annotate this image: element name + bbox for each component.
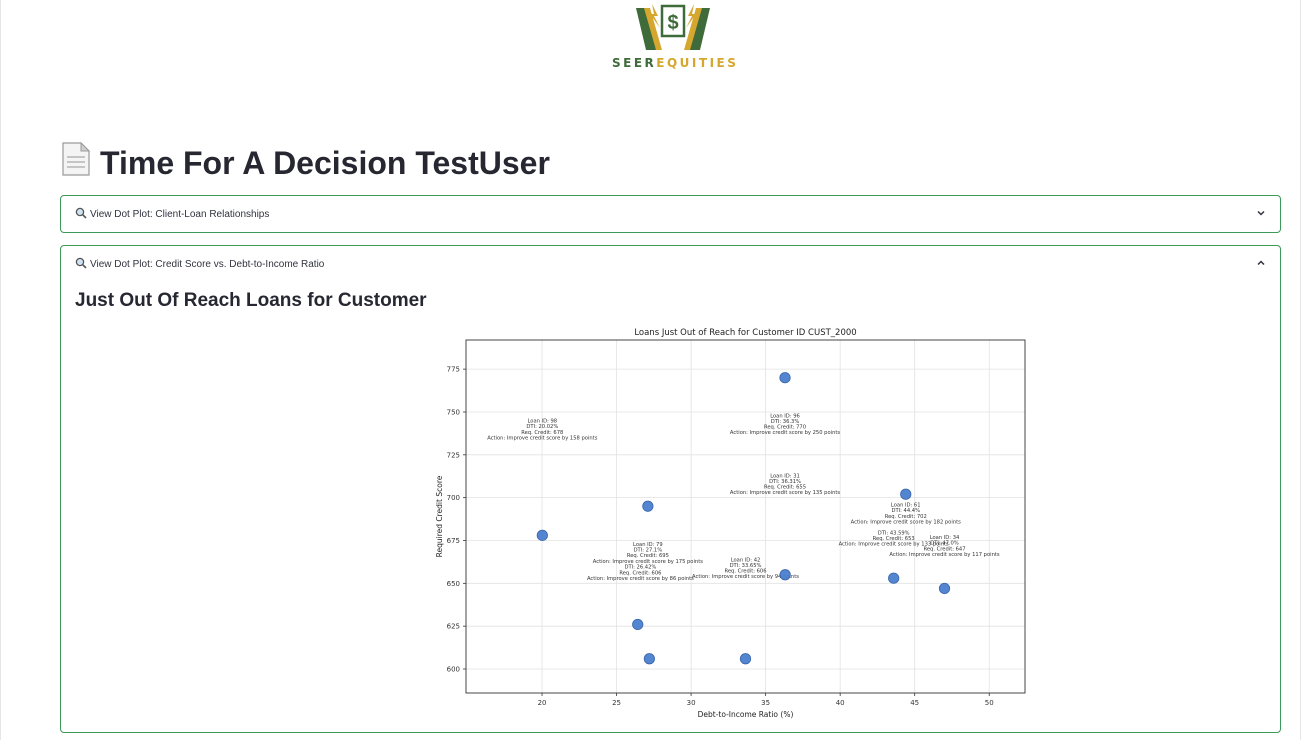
scatter-chart: 20 25 30 35 40 45 50 600 625 650 675 700 725 750 775 Lo… bbox=[435, 328, 1026, 719]
x-tick-label: 40 bbox=[836, 699, 845, 707]
point-annotation: Loan ID: 42 bbox=[731, 557, 761, 563]
point-annotation: Req. Credit: 770 bbox=[764, 425, 806, 431]
expander-client-loan: View Dot Plot: Client-Loan Relationships bbox=[60, 195, 1281, 233]
data-point bbox=[888, 572, 900, 584]
chevron-up-icon[interactable] bbox=[1256, 258, 1266, 271]
point-annotation: DTI: 27.1% bbox=[634, 548, 663, 554]
point-annotation: DTI: 47.0% bbox=[930, 541, 959, 547]
point-annotation: Action: Improve credit score by 86 point… bbox=[587, 576, 694, 582]
point-annotation: Loan ID: 98 bbox=[528, 419, 558, 425]
document-icon bbox=[60, 141, 92, 184]
expander-credit-dti: View Dot Plot: Credit Score vs. Debt-to-… bbox=[60, 245, 1281, 733]
y-tick-label: 625 bbox=[447, 623, 460, 631]
point-annotation: Loan ID: 61 bbox=[891, 503, 921, 509]
y-tick-label: 675 bbox=[447, 537, 460, 545]
y-tick-label: 775 bbox=[447, 366, 460, 374]
data-point bbox=[642, 500, 654, 512]
expander-header-client-loan[interactable]: View Dot Plot: Client-Loan Relationships bbox=[61, 196, 1280, 232]
point-annotation: Action: Improve credit score by 117 poin… bbox=[889, 552, 999, 558]
y-tick-label: 750 bbox=[447, 408, 460, 416]
data-point bbox=[536, 529, 548, 541]
x-tick-label: 25 bbox=[612, 699, 621, 707]
data-point bbox=[739, 653, 752, 665]
point-annotation: Loan ID: 34 bbox=[930, 535, 960, 541]
point-annotation: Req. Credit: 653 bbox=[873, 536, 915, 542]
data-point bbox=[938, 582, 951, 595]
point-annotation: DTI: 20.02% bbox=[526, 424, 558, 430]
point-annotation: Req. Credit: 647 bbox=[923, 546, 965, 552]
point-annotation: Req. Credit: 695 bbox=[627, 553, 669, 559]
point-annotation: Action: Improve credit score by 250 poin… bbox=[730, 430, 840, 436]
page-title-text: Time For A Decision TestUser bbox=[100, 144, 550, 181]
point-annotation: DTI: 43.59% bbox=[878, 530, 910, 536]
x-tick-label: 30 bbox=[687, 699, 696, 707]
point-annotation: DTI: 36.31% bbox=[769, 479, 801, 485]
svg-text:$: $ bbox=[667, 12, 678, 34]
point-annotation: Req. Credit: 702 bbox=[885, 514, 927, 520]
brand-name: SEEREQUITIES bbox=[612, 56, 736, 70]
point-annotation: DTI: 36.3% bbox=[771, 419, 800, 425]
point-annotation: Action: Improve credit score by 182 poin… bbox=[851, 519, 961, 525]
y-tick-label: 725 bbox=[447, 451, 460, 459]
point-annotation: Req. Credit: 655 bbox=[764, 485, 806, 491]
point-annotation: DTI: 33.65% bbox=[730, 563, 762, 569]
data-point bbox=[900, 488, 912, 500]
data-point bbox=[643, 653, 655, 665]
data-point bbox=[779, 372, 791, 384]
point-annotation: Req. Credit: 606 bbox=[724, 569, 766, 575]
point-annotation: Action: Improve credit score by 133 poin… bbox=[839, 542, 949, 548]
plot-area bbox=[466, 340, 1025, 693]
y-tick-label: 700 bbox=[447, 494, 460, 502]
y-tick-label: 600 bbox=[447, 666, 460, 674]
point-annotation: Action: Improve credit score by 158 poin… bbox=[487, 435, 597, 441]
logo-mark-icon: $ bbox=[636, 4, 710, 50]
section-title: Just Out Of Reach Loans for Customer bbox=[75, 290, 427, 311]
x-axis-label: Debt-to-Income Ratio (%) bbox=[698, 710, 794, 719]
brand-logo: $ SEEREQUITIES bbox=[612, 4, 736, 76]
point-annotation: Loan ID: 31 bbox=[770, 473, 800, 479]
y-tick-label: 650 bbox=[447, 580, 460, 588]
point-annotation: Action: Improve credit score by 175 poin… bbox=[593, 559, 703, 565]
point-annotation: DTI: 44.4% bbox=[891, 508, 920, 514]
expander-label: View Dot Plot: Credit Score vs. Debt-to-… bbox=[90, 258, 325, 270]
point-annotation: Action: Improve credit score by 135 poin… bbox=[730, 490, 840, 496]
point-annotation: Req. Credit: 606 bbox=[619, 570, 661, 576]
point-annotation: Action: Improve credit score by 94 point… bbox=[692, 574, 799, 580]
data-point bbox=[779, 569, 791, 581]
x-tick-label: 50 bbox=[985, 699, 994, 707]
point-annotation: Req. Credit: 678 bbox=[521, 430, 563, 436]
page-title: Time For A Decision TestUser bbox=[60, 141, 550, 184]
x-tick-label: 35 bbox=[761, 699, 770, 707]
x-tick-label: 20 bbox=[538, 699, 547, 707]
magnifier-icon bbox=[75, 207, 87, 222]
chevron-down-icon[interactable] bbox=[1256, 208, 1266, 221]
point-annotation: Loan ID: 79 bbox=[633, 542, 663, 548]
magnifier-icon bbox=[75, 257, 87, 272]
expander-header-credit-dti[interactable]: View Dot Plot: Credit Score vs. Debt-to-… bbox=[61, 246, 1280, 282]
y-axis-label: Required Credit Score bbox=[435, 475, 444, 557]
x-tick-label: 45 bbox=[910, 699, 919, 707]
chart-title: Loans Just Out of Reach for Customer ID … bbox=[634, 328, 856, 338]
data-point bbox=[632, 618, 644, 631]
brand-name-part1: SEER bbox=[612, 56, 657, 70]
plot-frame bbox=[465, 339, 1026, 694]
point-annotation: DTI: 26.42% bbox=[624, 565, 656, 571]
expander-label: View Dot Plot: Client-Loan Relationships bbox=[90, 208, 270, 220]
point-annotation: Loan ID: 96 bbox=[770, 413, 800, 419]
brand-name-part2: EQUITIES bbox=[656, 56, 739, 70]
